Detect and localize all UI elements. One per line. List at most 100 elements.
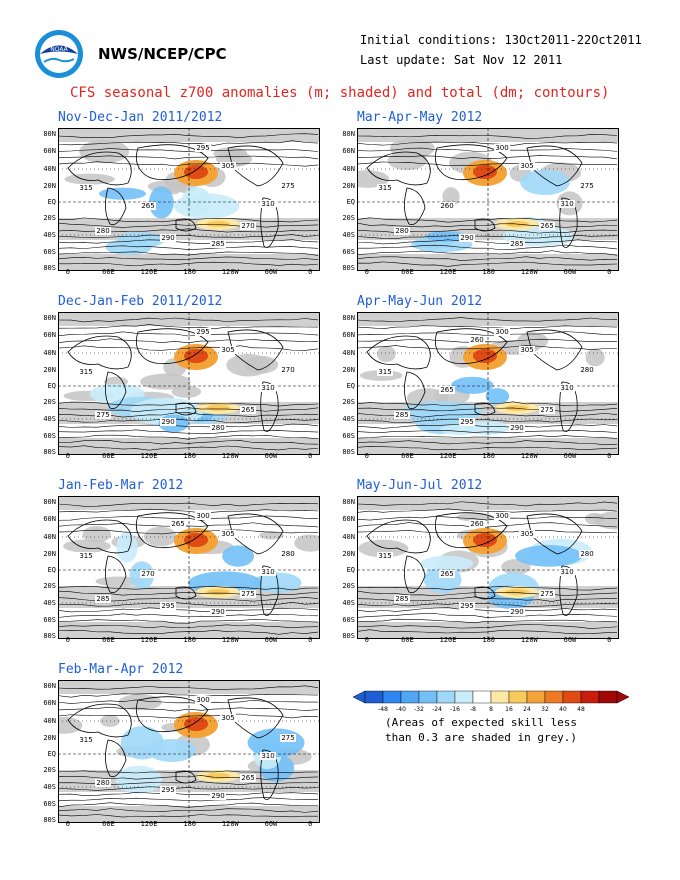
contour-label: 280 bbox=[580, 366, 593, 374]
lat-label: 80S bbox=[43, 448, 56, 456]
lon-label: 120W bbox=[520, 268, 538, 276]
legend-tick-label: -40 bbox=[396, 706, 406, 712]
contour-line bbox=[357, 435, 618, 439]
lat-label: 60S bbox=[342, 616, 355, 624]
map-plot: 315 310 305 300 295 290 285 280 275 265 260 bbox=[357, 496, 619, 639]
contour-line bbox=[58, 808, 319, 813]
contour-label: 275 bbox=[241, 590, 254, 598]
contour-line bbox=[357, 239, 618, 245]
contour-label: 285 bbox=[510, 240, 523, 248]
negative-anomaly bbox=[222, 545, 255, 567]
continent-outline bbox=[434, 512, 508, 549]
contour-line bbox=[357, 501, 618, 507]
lon-label: 120W bbox=[520, 452, 538, 460]
contour-line bbox=[357, 529, 618, 534]
legend-arrow-high bbox=[616, 690, 630, 704]
lon-label: 60W bbox=[563, 452, 577, 460]
positive-anomaly bbox=[184, 533, 208, 547]
continent-outline bbox=[474, 586, 496, 600]
legend-swatch bbox=[436, 690, 456, 704]
positive-anomaly bbox=[505, 405, 529, 411]
legend-swatch bbox=[418, 690, 438, 704]
lon-label: 0 bbox=[607, 636, 612, 644]
lat-label: 60N bbox=[43, 699, 56, 707]
contour-line bbox=[357, 516, 618, 521]
contour-label: 265 bbox=[440, 570, 453, 578]
lat-label: 40S bbox=[342, 599, 355, 607]
continent-outline bbox=[175, 770, 197, 784]
legend-arrow-low bbox=[352, 690, 366, 704]
contour-line bbox=[58, 217, 319, 223]
contour-label: 270 bbox=[141, 570, 154, 578]
map-plot: 315 310 305 295 290 285 280 275 270 265 bbox=[58, 128, 320, 271]
low-skill-area bbox=[294, 534, 320, 552]
lat-label: 60N bbox=[342, 331, 355, 339]
continent-outline bbox=[135, 144, 209, 181]
contour-label: 265 bbox=[241, 774, 254, 782]
contour-label: 300 bbox=[196, 696, 209, 704]
contour-label: 265 bbox=[540, 222, 553, 230]
lat-label: 40N bbox=[43, 533, 56, 541]
contour-line bbox=[357, 161, 618, 167]
lat-label: 20S bbox=[342, 398, 355, 406]
negative-anomaly bbox=[115, 765, 163, 794]
lat-label: EQ bbox=[47, 750, 56, 758]
lat-label: 40S bbox=[43, 231, 56, 239]
negative-anomaly bbox=[116, 532, 138, 563]
contour-label: 290 bbox=[161, 418, 174, 426]
contour-label: 305 bbox=[221, 530, 234, 538]
contour-line bbox=[58, 338, 319, 344]
page-title: CFS seasonal z700 anomalies (m; shaded) … bbox=[70, 85, 610, 101]
contour-line bbox=[357, 141, 618, 146]
lat-label: 80S bbox=[43, 264, 56, 272]
contour-label: 295 bbox=[161, 786, 174, 794]
legend-tick-label: 48 bbox=[577, 706, 585, 712]
low-skill-area bbox=[58, 716, 83, 734]
contour-label: 290 bbox=[211, 608, 224, 616]
map-frame bbox=[58, 312, 320, 455]
contour-line bbox=[58, 407, 319, 412]
low-skill-area bbox=[64, 173, 115, 185]
legend-tick-label: -8 bbox=[470, 706, 476, 712]
map-title: May-Jun-Jul 2012 bbox=[357, 478, 483, 493]
lon-label: 60W bbox=[264, 636, 278, 644]
lon-label: 0 bbox=[65, 820, 70, 828]
contour-line bbox=[58, 418, 319, 424]
low-skill-area bbox=[585, 348, 605, 367]
contour-label: 310 bbox=[261, 384, 274, 392]
contour-line bbox=[58, 619, 319, 624]
low-skill-area bbox=[171, 385, 202, 398]
contour-label: 260 bbox=[440, 202, 453, 210]
contour-line bbox=[357, 222, 618, 228]
lat-label: 40N bbox=[43, 717, 56, 725]
map-title: Feb-Mar-Apr 2012 bbox=[58, 662, 184, 677]
lat-label: 80N bbox=[342, 130, 355, 138]
contour-label: 275 bbox=[96, 411, 109, 419]
contour-line bbox=[357, 613, 618, 618]
contour-line bbox=[58, 434, 319, 440]
contour-line bbox=[357, 147, 618, 152]
lon-label: 120E bbox=[439, 636, 457, 644]
positive-anomaly bbox=[473, 165, 497, 179]
low-skill-area bbox=[456, 512, 494, 522]
negative-anomaly bbox=[173, 193, 240, 219]
low-skill-area bbox=[376, 345, 396, 363]
negative-anomaly bbox=[148, 186, 174, 219]
map-panel: Mar-Apr-May 2012 315 310 305 300 290 285 280 275… bbox=[342, 110, 619, 276]
legend-swatch bbox=[382, 690, 402, 704]
map-panel: Feb-Mar-Apr 2012 315 310 305 300 295 290 280 275… bbox=[43, 662, 320, 828]
contour-label: 275 bbox=[281, 182, 294, 190]
contour-line bbox=[58, 602, 319, 607]
legend-colorbar: -48 -40 -32 -24 -16 -8 8 16 24 32 40 48 bbox=[352, 690, 630, 713]
low-skill-area bbox=[82, 525, 112, 543]
continent-outline bbox=[175, 218, 197, 232]
lat-label: 20N bbox=[342, 550, 355, 558]
positive-anomaly bbox=[206, 589, 230, 595]
legend-swatch bbox=[598, 690, 618, 704]
contour-line bbox=[58, 693, 319, 698]
lat-label: 20S bbox=[43, 214, 56, 222]
lat-label: EQ bbox=[47, 198, 56, 206]
contour-label: 275 bbox=[281, 734, 294, 742]
lon-label: 120E bbox=[140, 268, 158, 276]
contour-label: 290 bbox=[510, 424, 523, 432]
